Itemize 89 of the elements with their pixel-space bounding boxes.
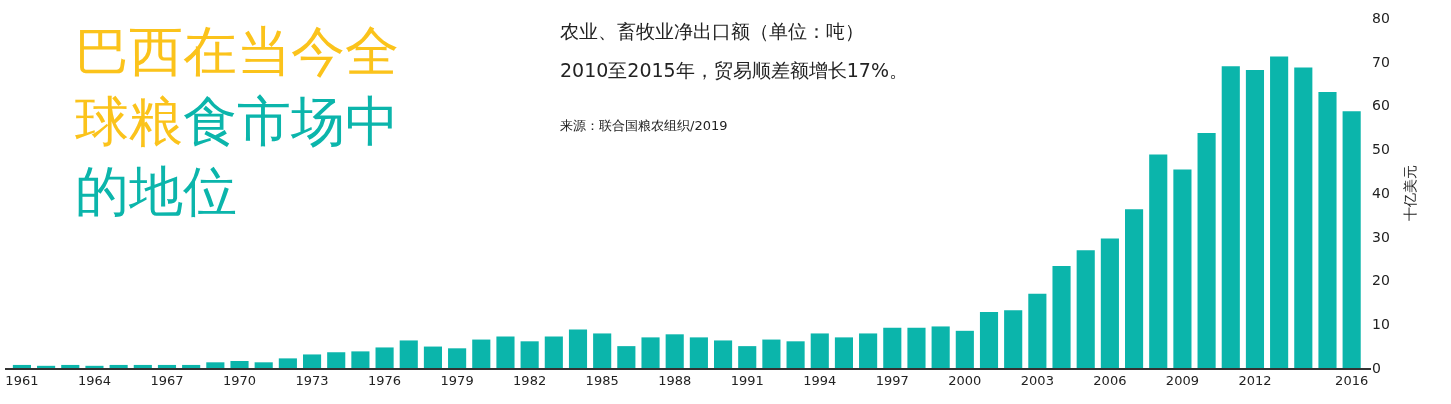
- bar: [907, 327, 926, 368]
- bar: [1197, 133, 1216, 368]
- y-tick-label: 10: [1372, 316, 1390, 333]
- bar: [762, 339, 781, 368]
- bar: [448, 348, 467, 368]
- bar: [1100, 238, 1119, 368]
- bar: [883, 327, 902, 368]
- bar: [109, 364, 128, 368]
- x-tick-label: 1964: [77, 373, 111, 389]
- chart-subtitle: 农业、畜牧业净出口额（单位：吨）: [560, 20, 864, 42]
- y-tick-label: 20: [1372, 272, 1390, 289]
- y-tick-label: 60: [1372, 97, 1390, 114]
- y-axis-title: 十亿美元: [1402, 165, 1419, 221]
- bar: [278, 358, 297, 368]
- bar: [520, 341, 539, 368]
- bar: [61, 364, 80, 368]
- x-tick-label: 2012: [1238, 373, 1272, 389]
- bar: [665, 334, 684, 368]
- bar: [302, 354, 322, 368]
- x-tick-label: 2003: [1020, 373, 1054, 389]
- bar: [810, 333, 829, 368]
- bar: [979, 312, 999, 368]
- x-tick-label: 2006: [1093, 373, 1127, 389]
- y-tick-label: 40: [1372, 184, 1390, 201]
- x-tick-label: 1970: [222, 373, 257, 389]
- bar: [12, 364, 31, 368]
- x-tick-label: 2016: [1335, 373, 1369, 389]
- x-tick-label: 1994: [803, 373, 837, 389]
- bar: [399, 340, 418, 368]
- bar: [472, 339, 491, 368]
- bar: [423, 346, 442, 368]
- x-tick-label: 1961: [5, 373, 39, 389]
- bar: [133, 364, 152, 368]
- bar: [1076, 250, 1095, 368]
- y-tick-label: 0: [1372, 359, 1381, 376]
- bar: [1270, 56, 1289, 368]
- bar: [931, 326, 950, 368]
- bar: [1294, 67, 1313, 368]
- x-tick-label: 1982: [513, 373, 547, 389]
- bar: [689, 337, 708, 368]
- x-tick-label: 1985: [585, 373, 619, 389]
- bar: [496, 336, 515, 368]
- bar: [786, 341, 805, 368]
- bar: [955, 330, 974, 368]
- bar: [1173, 169, 1192, 368]
- bar: [713, 340, 733, 368]
- bar: [182, 364, 201, 368]
- x-tick-label: 1997: [875, 373, 909, 389]
- bar: [834, 337, 854, 368]
- bar: [641, 337, 660, 368]
- annotation: 来源：联合国粮农组织/2019: [560, 118, 728, 133]
- bar: [351, 351, 370, 368]
- bar: [1342, 111, 1361, 368]
- bar: [1028, 293, 1047, 368]
- y-tick-label: 50: [1372, 141, 1390, 158]
- bar: [593, 333, 612, 368]
- bar: [254, 362, 273, 368]
- bar: [1245, 70, 1265, 368]
- bar: [1149, 154, 1168, 368]
- bar: [37, 365, 56, 368]
- bar: [230, 361, 249, 368]
- bar: [375, 347, 394, 368]
- bar: [157, 364, 177, 368]
- x-tick-label: 2009: [1165, 373, 1199, 389]
- bar: [206, 362, 225, 368]
- chart-title: 巴西在当今全球粮食市场中的地位: [75, 20, 399, 224]
- bar: [617, 346, 636, 368]
- y-tick-label: 80: [1372, 9, 1390, 26]
- bar: [1221, 66, 1240, 368]
- bar: [1125, 209, 1144, 368]
- y-tick-label: 30: [1372, 228, 1390, 245]
- x-tick-label: 1967: [150, 373, 184, 389]
- bar: [1052, 266, 1071, 368]
- x-tick-label: 1988: [658, 373, 692, 389]
- bar: [568, 329, 588, 368]
- x-tick-label: 2000: [948, 373, 982, 389]
- bar: [1004, 310, 1023, 368]
- bar: [859, 333, 878, 368]
- annotation: 2010至2015年，贸易顺差额增长17%。: [560, 59, 908, 81]
- y-tick-label: 70: [1372, 53, 1390, 70]
- x-tick-label: 1973: [295, 373, 329, 389]
- bar: [85, 365, 104, 368]
- bar: [738, 346, 757, 368]
- bar: [544, 336, 563, 368]
- bar: [327, 352, 346, 368]
- x-tick-label: 1979: [440, 373, 474, 389]
- bar: [1318, 91, 1337, 368]
- x-tick-label: 1976: [368, 373, 402, 389]
- x-tick-label: 1991: [730, 373, 764, 389]
